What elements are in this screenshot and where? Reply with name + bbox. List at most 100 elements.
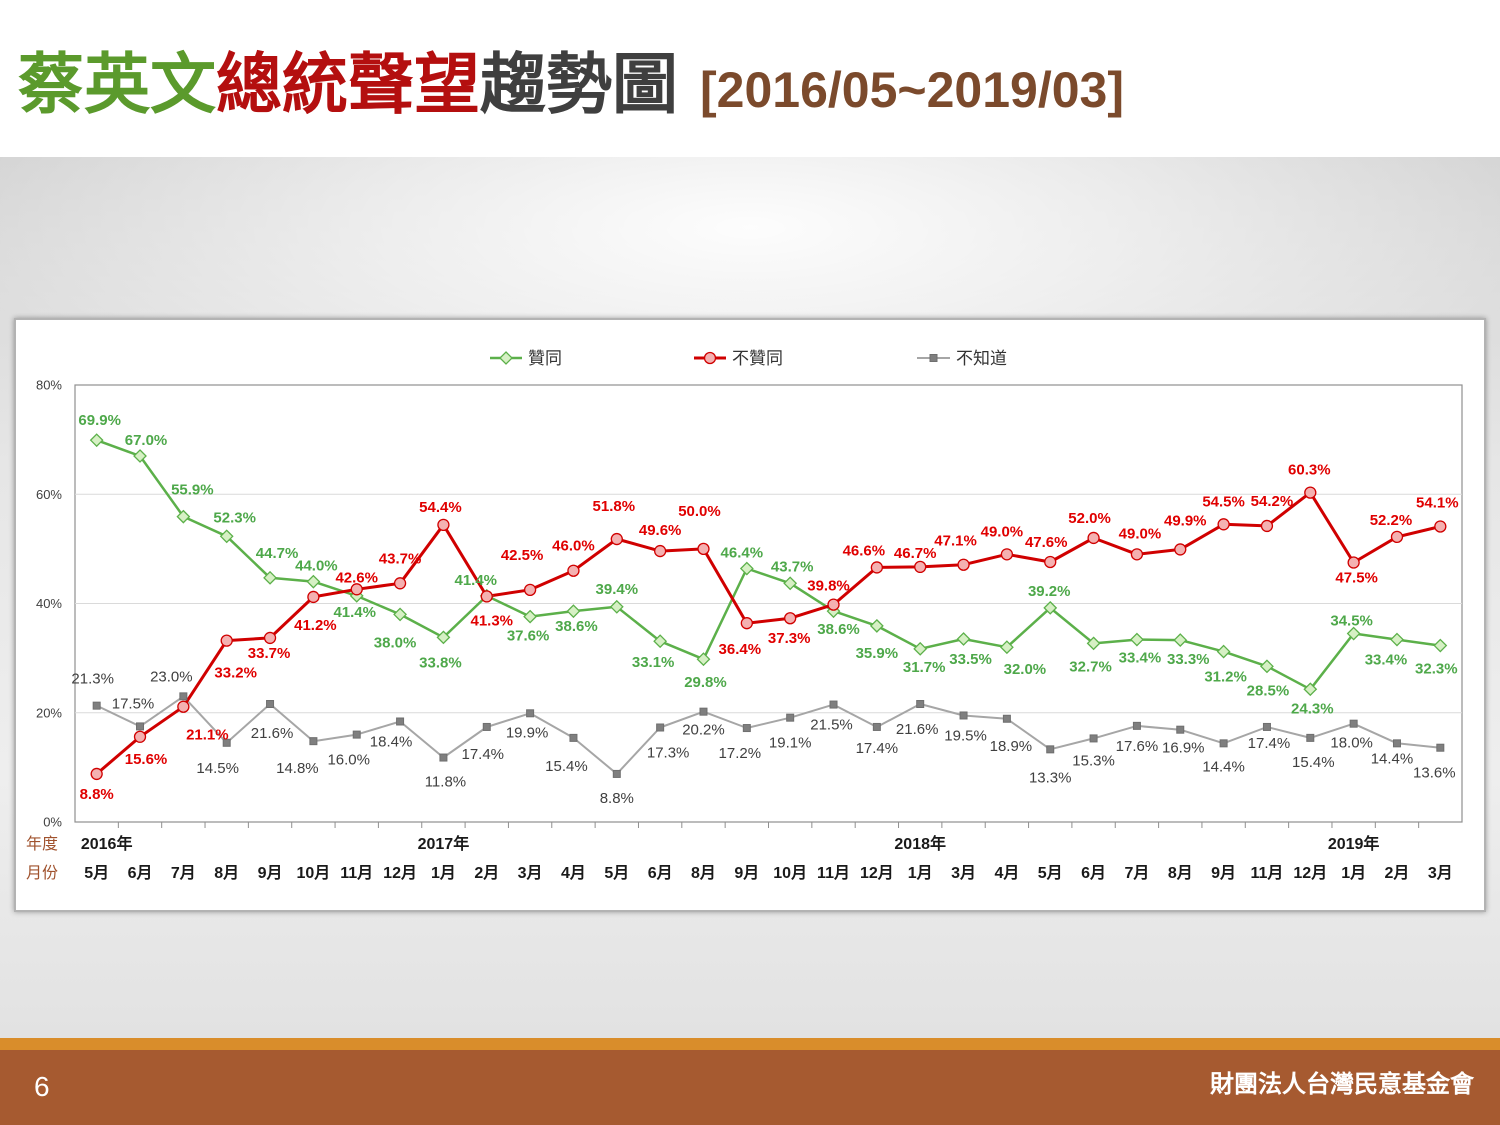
approve-data-label: 39.4% — [596, 581, 639, 598]
disapprove-point — [1347, 556, 1360, 569]
chart-frame: 0% 20% 40% 60% 80% 年度 月份 5月 6月 7月 8月 9月 10月 11月 12月 1月 2… — [14, 318, 1486, 912]
month-label: 11月 — [1250, 864, 1283, 882]
approve-point — [1173, 633, 1188, 648]
unknown-point — [872, 722, 881, 731]
approve-data-label: 29.8% — [684, 674, 727, 691]
disapprove-data-label: 33.2% — [214, 665, 257, 682]
slide-title: 蔡英文總統聲望趨勢圖 [2016/05~2019/03] — [18, 52, 1124, 118]
unknown-point — [526, 709, 535, 718]
unknown-point — [266, 700, 275, 709]
unknown-point — [179, 692, 188, 701]
approve-point — [653, 634, 668, 649]
month-label: 2月 — [474, 864, 499, 882]
unknown-data-label: 19.9% — [506, 724, 549, 741]
disapprove-data-label: 41.2% — [294, 617, 337, 634]
year-label: 2019年 — [1328, 834, 1380, 853]
month-row-label: 月份 — [26, 864, 58, 882]
approve-data-label: 55.9% — [171, 482, 214, 499]
approve-point — [739, 561, 754, 576]
unknown-point — [786, 713, 795, 722]
approve-data-label: 33.1% — [632, 654, 675, 671]
unknown-data-label: 13.6% — [1413, 765, 1456, 782]
approve-point — [436, 630, 451, 645]
approve-point — [696, 652, 711, 667]
approve-data-label: 44.7% — [256, 545, 299, 562]
disapprove-data-label: 41.3% — [470, 612, 513, 629]
month-label: 11月 — [340, 864, 373, 882]
disapprove-data-label: 42.6% — [335, 569, 378, 586]
disapprove-point — [827, 598, 840, 611]
month-label: 9月 — [734, 864, 759, 882]
approve-point — [1390, 632, 1404, 647]
y-tick-label: 40% — [36, 596, 62, 611]
unknown-point — [1436, 743, 1445, 752]
unknown-data-label: 17.2% — [719, 745, 762, 762]
disapprove-data-label: 52.2% — [1370, 512, 1413, 529]
disapprove-data-label: 60.3% — [1288, 462, 1331, 479]
disapprove-point — [177, 700, 190, 713]
disapprove-point — [1000, 548, 1014, 561]
approve-point — [1086, 636, 1101, 651]
approve-data-label: 41.4% — [333, 604, 376, 621]
year-row-label: 年度 — [26, 835, 58, 853]
month-label: 9月 — [1211, 864, 1236, 882]
approve-data-label: 32.3% — [1415, 661, 1458, 678]
legend-item-unknown: 不知道 — [917, 349, 1007, 368]
unknown-point — [222, 738, 231, 747]
unknown-point — [396, 717, 405, 726]
disapprove-point — [870, 561, 884, 574]
unknown-point — [136, 722, 145, 731]
month-label: 12月 — [860, 864, 894, 882]
disapprove-data-label: 47.1% — [934, 533, 977, 550]
legend-marker — [499, 351, 513, 365]
approve-data-label: 38.0% — [374, 634, 417, 651]
unknown-data-label: 21.6% — [251, 725, 294, 742]
unknown-data-label: 17.3% — [647, 744, 690, 761]
unknown-point — [352, 730, 361, 739]
y-tick-label: 60% — [36, 487, 62, 502]
approve-data-label: 33.5% — [949, 651, 992, 668]
disapprove-point — [1304, 486, 1317, 499]
approve-data-label: 34.5% — [1330, 613, 1373, 630]
disapprove-point — [263, 631, 277, 645]
month-label: 7月 — [171, 864, 196, 882]
approve-point — [306, 574, 321, 589]
title-segment-name: 蔡英文 — [18, 46, 216, 123]
disapprove-point — [957, 558, 970, 571]
approve-point — [913, 641, 928, 656]
month-label: 5月 — [1038, 864, 1063, 882]
month-label: 1月 — [431, 864, 456, 882]
disapprove-point — [653, 544, 667, 558]
approve-data-label: 35.9% — [856, 645, 899, 662]
approve-point — [1260, 659, 1274, 674]
disapprove-data-label: 46.6% — [843, 542, 886, 559]
disapprove-data-label: 54.4% — [419, 499, 462, 516]
approve-data-label: 43.7% — [771, 558, 814, 575]
disapprove-point — [697, 542, 710, 556]
disapprove-data-label: 52.0% — [1068, 510, 1111, 527]
unknown-data-label: 18.4% — [370, 733, 413, 750]
disapprove-point — [914, 560, 927, 574]
unknown-point — [829, 700, 838, 709]
disapprove-data-label: 49.0% — [1119, 525, 1162, 542]
disapprove-data-label: 46.7% — [894, 545, 937, 562]
unknown-data-label: 21.5% — [810, 717, 853, 734]
approve-data-label: 31.7% — [903, 659, 946, 676]
unknown-data-label: 23.0% — [150, 668, 193, 685]
disapprove-point — [740, 617, 753, 630]
organization-name: 財團法人台灣民意基金會 — [1210, 1070, 1474, 1098]
disapprove-point — [1087, 531, 1100, 545]
disapprove-point — [393, 577, 407, 590]
approve-data-label: 38.6% — [817, 621, 860, 638]
disapprove-line — [95, 491, 1441, 776]
month-label: 12月 — [1293, 864, 1327, 882]
month-label: 6月 — [128, 864, 153, 882]
unknown-data-label: 17.4% — [461, 746, 504, 763]
approve-data-label: 67.0% — [125, 432, 168, 449]
disapprove-data-label: 33.7% — [248, 645, 291, 662]
disapprove-data-label: 36.4% — [719, 641, 762, 658]
approve-point — [1433, 638, 1448, 653]
unknown-point — [482, 722, 491, 731]
